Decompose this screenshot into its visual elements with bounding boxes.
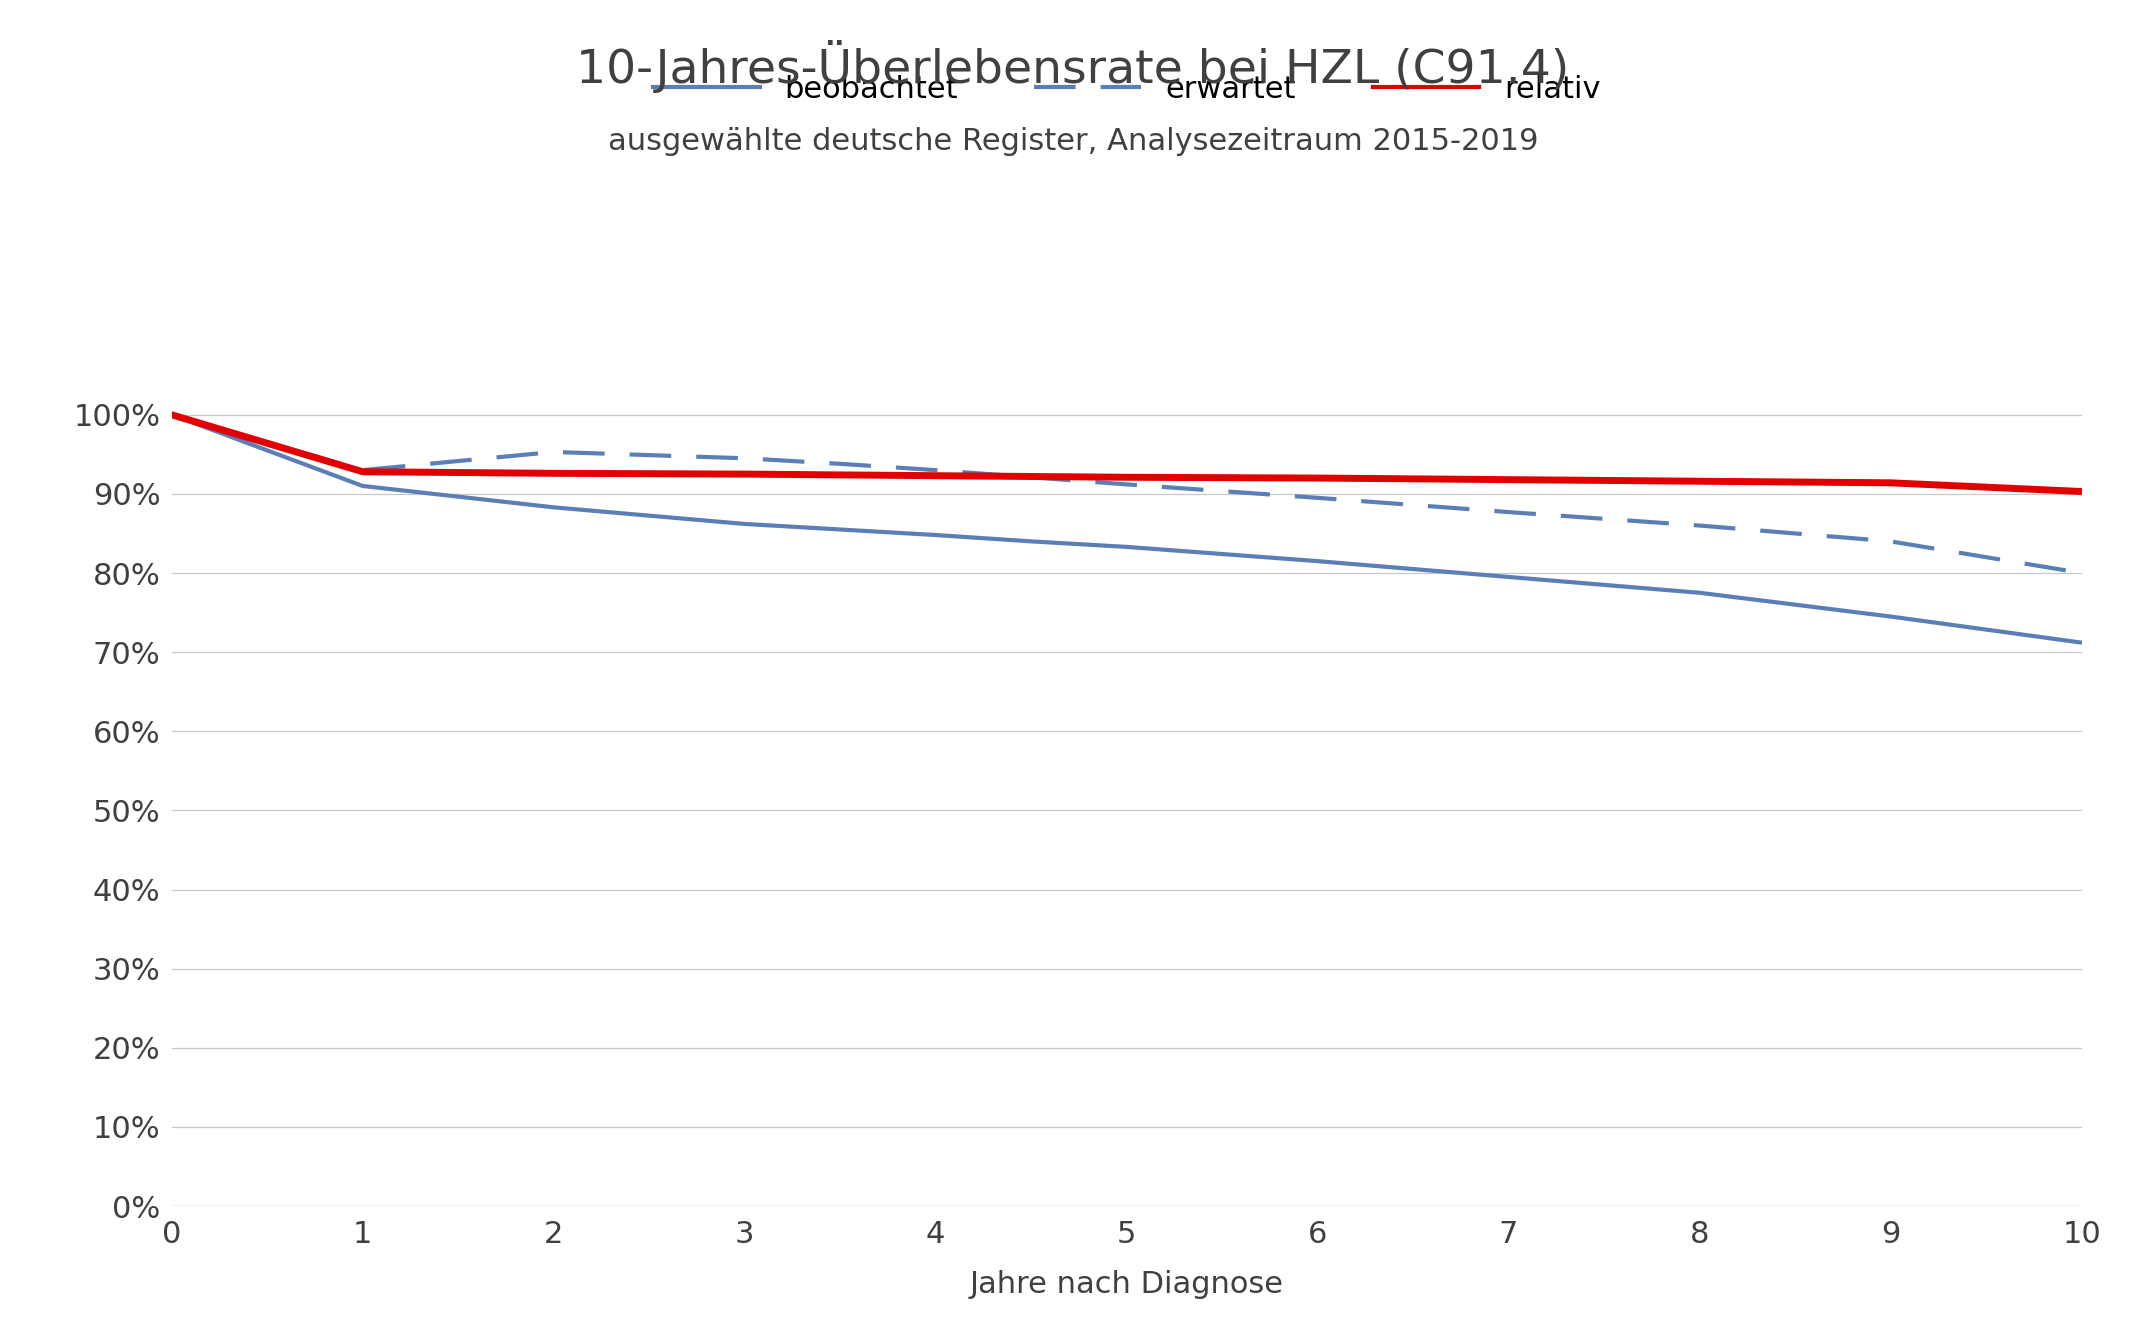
relativ — [1687, 473, 1713, 489]
Line: beobachtet: beobachtet — [172, 415, 2082, 643]
beobachtet — [1496, 570, 1522, 586]
relativ — [1114, 469, 1140, 485]
Line: erwartet: erwartet — [172, 415, 2082, 574]
erwartet — [923, 462, 949, 478]
erwartet — [541, 444, 567, 460]
erwartet — [1114, 476, 1140, 492]
X-axis label: Jahre nach Diagnose: Jahre nach Diagnose — [970, 1270, 1283, 1298]
erwartet — [732, 450, 758, 466]
Text: ausgewählte deutsche Register, Analysezeitraum 2015-2019: ausgewählte deutsche Register, Analyseze… — [607, 127, 1539, 157]
Text: 10-Jahres-Überlebensrate bei HZL (C91.4): 10-Jahres-Überlebensrate bei HZL (C91.4) — [577, 40, 1569, 94]
relativ — [923, 468, 949, 484]
relativ — [828, 466, 854, 482]
erwartet — [1878, 533, 1904, 549]
relativ — [1305, 470, 1331, 486]
erwartet — [1687, 517, 1713, 533]
relativ — [2069, 484, 2094, 500]
relativ — [541, 465, 567, 481]
Legend: beobachtet, erwartet, relativ: beobachtet, erwartet, relativ — [652, 75, 1601, 103]
beobachtet — [1017, 533, 1043, 549]
erwartet — [1496, 504, 1522, 520]
beobachtet — [159, 407, 185, 423]
erwartet — [828, 456, 854, 472]
beobachtet — [1305, 553, 1331, 570]
erwartet — [1305, 490, 1331, 507]
beobachtet — [828, 521, 854, 537]
erwartet — [350, 462, 376, 478]
beobachtet — [350, 478, 376, 494]
beobachtet — [923, 527, 949, 543]
beobachtet — [541, 500, 567, 516]
relativ — [732, 466, 758, 482]
erwartet — [159, 407, 185, 423]
beobachtet — [2069, 635, 2094, 651]
relativ — [1496, 472, 1522, 488]
beobachtet — [1114, 539, 1140, 555]
beobachtet — [1878, 608, 1904, 624]
erwartet — [1017, 469, 1043, 485]
Line: relativ: relativ — [172, 415, 2082, 492]
relativ — [350, 464, 376, 480]
relativ — [1878, 474, 1904, 490]
relativ — [1017, 469, 1043, 485]
beobachtet — [732, 516, 758, 532]
erwartet — [2069, 565, 2094, 582]
beobachtet — [1687, 584, 1713, 600]
relativ — [159, 407, 185, 423]
